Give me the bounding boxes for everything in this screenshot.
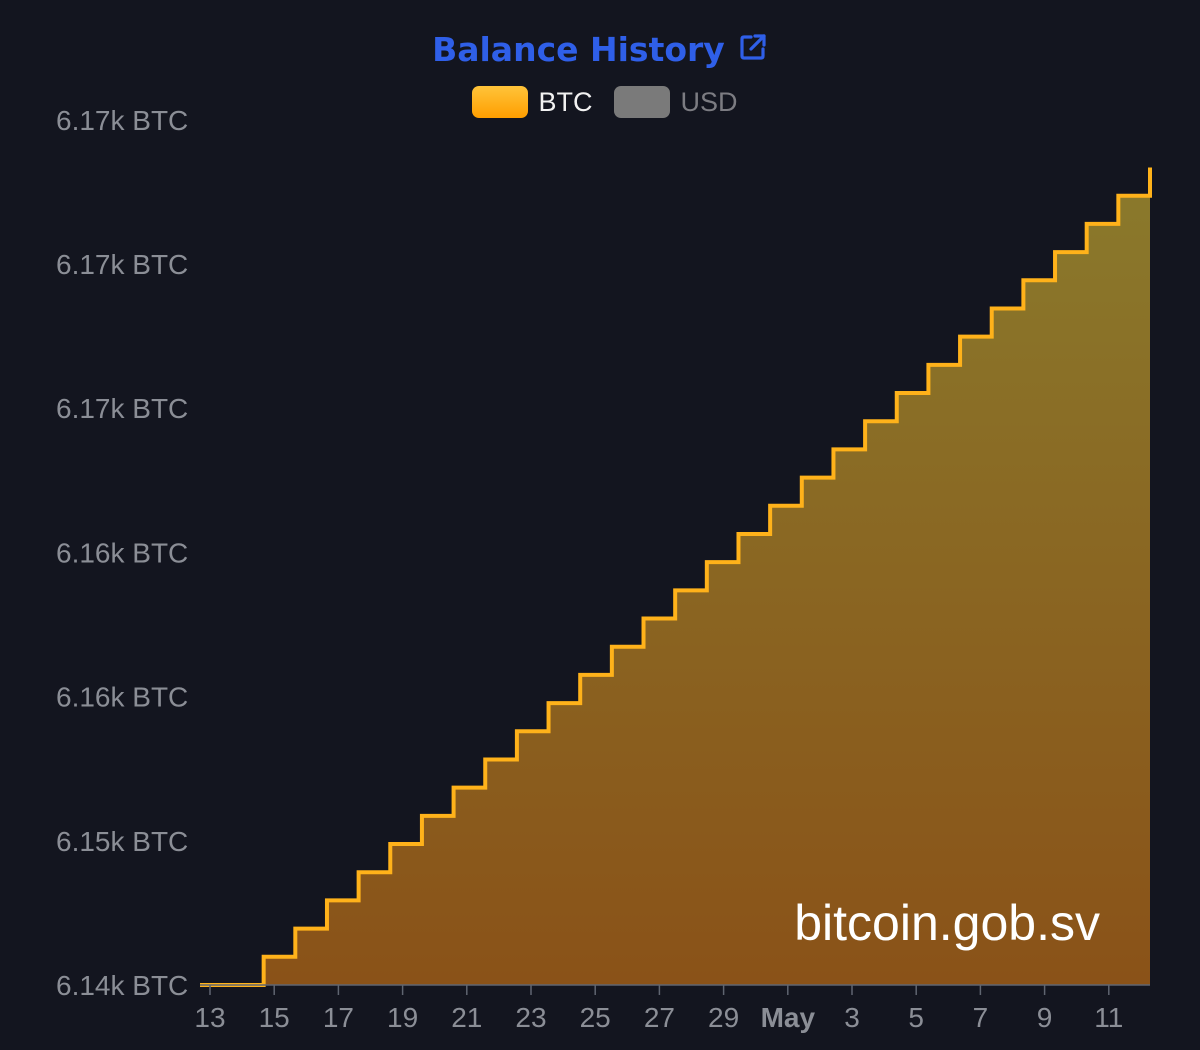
x-tick-label: 27 [644,1002,675,1033]
btc-series-line[interactable] [200,167,1152,987]
x-tick-label: 9 [1037,1002,1053,1033]
x-tick-label: 21 [451,1002,482,1033]
x-tick-label: 11 [1094,1002,1123,1033]
chart-legend: BTC USD [0,86,1200,118]
x-tick-label: 5 [908,1002,924,1033]
x-tick-label: May [761,1002,816,1033]
legend-item-btc[interactable]: BTC [472,86,592,118]
y-tick-label: 6.14k BTC [56,970,188,1001]
legend-label-usd: USD [680,86,738,117]
y-tick-label: 6.16k BTC [56,682,188,713]
x-tick-label: 19 [387,1002,418,1033]
watermark-text: bitcoin.gob.sv [794,895,1100,951]
x-tick-label: 3 [844,1002,860,1033]
chart-title-link[interactable]: Balance History [432,30,725,69]
y-tick-label: 6.17k BTC [56,249,188,280]
x-tick-label: 15 [259,1002,290,1033]
y-tick-label: 6.17k BTC [56,393,188,424]
x-tick-label: 17 [323,1002,354,1033]
x-tick-label: 13 [194,1002,225,1033]
x-tick-label: 25 [580,1002,611,1033]
y-tick-label: 6.15k BTC [56,826,188,857]
legend-item-usd[interactable]: USD [614,86,738,118]
x-tick-label: 29 [708,1002,739,1033]
chart-header: Balance History [0,30,1200,69]
legend-swatch-btc [472,86,529,118]
y-tick-label: 6.16k BTC [56,537,188,568]
btc-area-fill [200,167,1150,985]
legend-label-btc: BTC [538,86,593,117]
y-tick-label: 6.17k BTC [56,105,188,136]
x-tick-label: 7 [973,1002,989,1033]
x-tick-label: 23 [515,1002,546,1033]
legend-swatch-usd [614,86,671,118]
external-link-icon[interactable] [738,32,768,66]
